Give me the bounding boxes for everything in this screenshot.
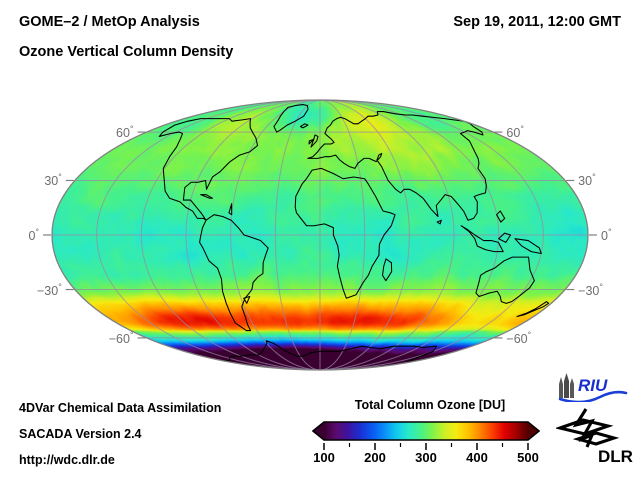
colorbar-tick-label: 100 <box>313 450 335 465</box>
latitude-label-right: 60° <box>506 124 524 141</box>
ozone-map-panel <box>0 82 640 382</box>
latitude-label-right: −60° <box>506 329 532 347</box>
latitude-label-right: 30° <box>578 172 596 189</box>
latitude-label-right: 0° <box>601 227 612 244</box>
riu-logo-text: RIU <box>578 376 608 395</box>
latitude-label-right: −30° <box>578 281 603 298</box>
footer-meta-line-3[interactable]: http://wdc.dlr.de <box>19 453 115 467</box>
colorbar-tick-label: 200 <box>364 450 386 465</box>
colorbar <box>312 419 540 445</box>
figure-title-secondary: Ozone Vertical Column Density <box>19 44 234 60</box>
latitude-label-left: −60° <box>108 329 134 347</box>
latitude-label-left: 0° <box>28 227 39 244</box>
dlr-logo: DLR <box>556 408 633 466</box>
ozone-map-canvas <box>0 82 640 382</box>
dlr-aircraft-icon <box>556 408 620 448</box>
latitude-label-left: −30° <box>37 281 62 298</box>
riu-swoosh-icon <box>558 390 628 402</box>
latitude-label-left: 60° <box>116 124 134 141</box>
footer-meta-line-2: SACADA Version 2.4 <box>19 427 142 441</box>
colorbar-title: Total Column Ozone [DU] <box>354 398 506 412</box>
colorbar-tick-labels: 100 200 300 400 500 <box>290 450 562 470</box>
colorbar-gradient <box>312 419 540 445</box>
riu-spires-icon <box>559 373 574 398</box>
colorbar-tick-label: 300 <box>415 450 437 465</box>
figure-timestamp: Sep 19, 2011, 12:00 GMT <box>453 14 621 30</box>
colorbar-tick-label: 500 <box>517 450 539 465</box>
dlr-logo-text: DLR <box>598 447 633 466</box>
footer-meta-line-1: 4DVar Chemical Data Assimilation <box>19 401 222 415</box>
riu-logo: RIU <box>558 373 628 402</box>
colorbar-ticks <box>323 443 529 450</box>
latitude-label-left: 30° <box>44 172 62 189</box>
figure-title-primary: GOME–2 / MetOp Analysis <box>19 14 200 30</box>
colorbar-tick-label: 400 <box>466 450 488 465</box>
